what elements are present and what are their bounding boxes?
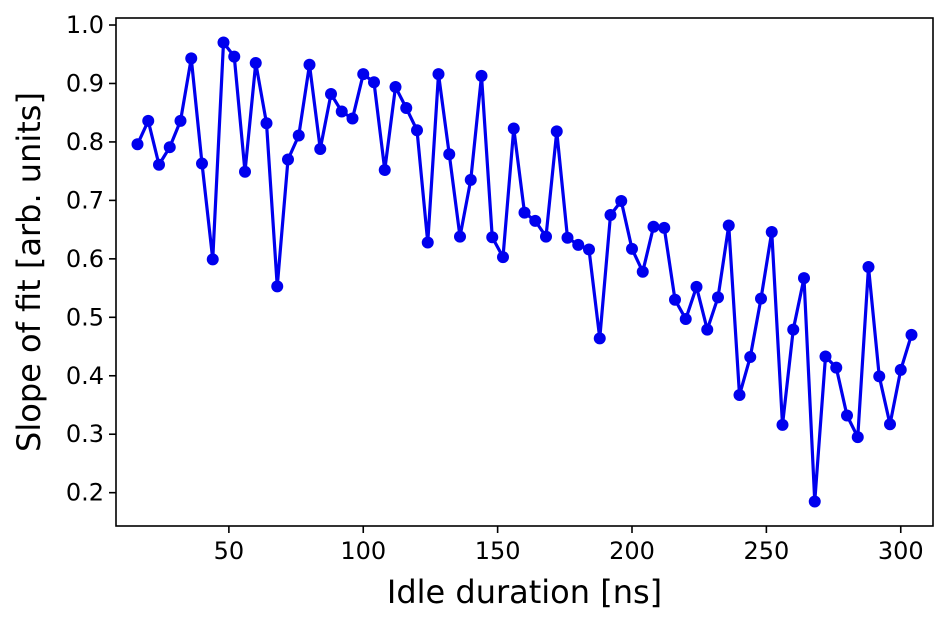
series-layer [131, 36, 918, 508]
data-point [819, 350, 832, 363]
y-tick-label: 0.6 [66, 245, 104, 273]
series-line [136, 40, 914, 504]
data-point [862, 261, 875, 274]
data-point [873, 370, 886, 383]
data-point [174, 114, 187, 127]
x-tick-label: 200 [609, 537, 655, 565]
y-tick-label: 0.9 [66, 69, 104, 97]
data-point [626, 242, 638, 255]
data-point [325, 88, 337, 100]
data-point [389, 80, 402, 93]
x-tick-label: 300 [878, 537, 924, 565]
data-point [228, 50, 241, 63]
data-point [378, 163, 391, 176]
data-point [239, 165, 251, 178]
data-point [411, 124, 423, 137]
data-point [669, 293, 681, 306]
y-tick-label: 0.3 [66, 420, 104, 448]
x-axis-title: Idle duration [ns] [387, 573, 662, 611]
data-point [260, 117, 273, 130]
data-point [271, 280, 284, 293]
data-point [690, 280, 703, 293]
data-point [163, 141, 176, 154]
data-point [303, 58, 316, 71]
data-point [776, 418, 789, 431]
x-tick-label: 250 [743, 537, 789, 565]
data-point [712, 291, 724, 304]
data-point [636, 265, 649, 278]
y-tick-label: 0.5 [66, 303, 104, 331]
data-point [604, 209, 617, 221]
data-point [572, 238, 585, 251]
data-point [722, 219, 735, 232]
data-point [701, 323, 714, 336]
data-point [593, 332, 606, 345]
data-point [583, 243, 595, 256]
data-point [249, 57, 262, 70]
data-point [153, 158, 165, 171]
data-point [529, 214, 542, 227]
ticks-layer: 50 100 150 200 250 300 0.2 0.3 0.4 0.5 0.6 0.7 0.8 0.… [66, 11, 924, 565]
data-point [518, 206, 531, 219]
data-point [647, 220, 660, 233]
data-point [335, 105, 348, 118]
data-point [475, 69, 488, 82]
data-point [282, 153, 294, 166]
data-point [540, 230, 552, 243]
data-point [679, 313, 692, 326]
data-point [292, 129, 305, 142]
data-point [196, 157, 208, 170]
data-point [142, 114, 155, 127]
data-point [185, 52, 198, 65]
data-point [432, 68, 445, 81]
data-point [464, 173, 477, 186]
data-point [851, 431, 864, 444]
data-point [894, 363, 907, 376]
data-point [217, 36, 230, 49]
data-point [368, 76, 380, 89]
y-tick-label: 0.2 [66, 479, 104, 507]
data-point [744, 351, 757, 364]
y-tick-label: 0.4 [66, 362, 104, 390]
data-point [314, 142, 327, 155]
data-point [561, 231, 574, 244]
data-point [841, 409, 853, 422]
plot-frame [115, 17, 934, 527]
data-point [357, 68, 370, 81]
data-point [206, 253, 219, 266]
data-point [733, 389, 746, 402]
y-tick-label: 0.7 [66, 186, 104, 214]
data-point [905, 328, 918, 341]
data-point [497, 251, 509, 264]
data-point [884, 418, 896, 431]
data-point [787, 323, 800, 336]
data-point [400, 102, 413, 115]
x-tick-label: 50 [214, 537, 245, 565]
data-point [830, 361, 843, 374]
data-point [346, 112, 359, 125]
data-point [443, 148, 456, 161]
data-point [454, 230, 466, 243]
data-point [507, 122, 520, 135]
y-axis-title: Slope of fit [arb. units] [10, 92, 48, 452]
data-point [658, 221, 671, 234]
data-point [131, 138, 144, 151]
y-tick-label: 1.0 [66, 11, 104, 39]
data-point [765, 225, 778, 238]
data-point [808, 495, 821, 508]
data-point [615, 194, 628, 207]
data-point [755, 292, 767, 305]
data-point [550, 125, 563, 138]
y-tick-label: 0.8 [66, 128, 104, 156]
x-tick-label: 100 [340, 537, 386, 565]
data-point [798, 272, 810, 285]
data-point [421, 236, 434, 249]
data-point [486, 231, 499, 244]
x-tick-label: 150 [475, 537, 521, 565]
